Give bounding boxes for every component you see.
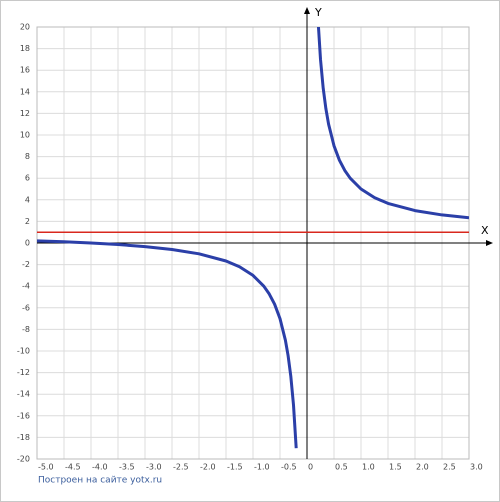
x-tick-label: 0 bbox=[308, 463, 313, 472]
x-axis-label: X bbox=[481, 224, 489, 237]
x-axis-arrow bbox=[486, 240, 493, 246]
x-tick-label: -2.0 bbox=[200, 463, 216, 472]
series-line bbox=[37, 27, 469, 449]
y-tick-label: 8 bbox=[25, 152, 30, 161]
y-tick-label: -16 bbox=[17, 411, 30, 420]
y-tick-label: 0 bbox=[25, 239, 30, 248]
y-tick-label: -8 bbox=[22, 325, 30, 334]
x-tick-label: 2.5 bbox=[443, 463, 456, 472]
y-tick-label: 18 bbox=[20, 44, 30, 53]
y-tick-label: -18 bbox=[17, 433, 30, 442]
x-tick-label: 0.5 bbox=[335, 463, 348, 472]
x-tick-label: 3.0 bbox=[470, 463, 483, 472]
y-tick-label: 10 bbox=[20, 131, 30, 140]
y-tick-label: 4 bbox=[25, 195, 30, 204]
y-tick-label: 12 bbox=[20, 109, 30, 118]
y-tick-label: 14 bbox=[20, 87, 30, 96]
y-tick-label: 16 bbox=[20, 66, 30, 75]
x-tick-label: -3.0 bbox=[146, 463, 162, 472]
footer: Построен на сайте yotx.ru bbox=[38, 476, 162, 486]
y-tick-label: 20 bbox=[20, 23, 30, 32]
y-axis-arrow bbox=[304, 7, 310, 14]
x-tick-label: -1.0 bbox=[254, 463, 270, 472]
x-tick-label: 2.0 bbox=[416, 463, 429, 472]
x-tick-label: -3.5 bbox=[119, 463, 135, 472]
x-tick-label: -5.0 bbox=[38, 463, 54, 472]
x-tick-label: -2.5 bbox=[173, 463, 189, 472]
x-tick-label: -0.5 bbox=[281, 463, 297, 472]
y-tick-label: 2 bbox=[25, 217, 30, 226]
x-tick-label: 1.0 bbox=[362, 463, 375, 472]
y-tick-label: -12 bbox=[17, 368, 30, 377]
x-tick-label: -1.5 bbox=[227, 463, 243, 472]
y-tick-label: -14 bbox=[17, 390, 30, 399]
y-tick-label: -6 bbox=[22, 303, 30, 312]
y-tick-label: -20 bbox=[17, 455, 30, 464]
x-tick-label: -4.0 bbox=[92, 463, 108, 472]
y-tick-label: 6 bbox=[25, 174, 30, 183]
x-tick-label: 1.5 bbox=[389, 463, 402, 472]
y-axis-label: Y bbox=[314, 6, 322, 19]
y-tick-label: -10 bbox=[17, 347, 30, 356]
y-tick-label: -4 bbox=[22, 282, 30, 291]
y-tick-label: -2 bbox=[22, 260, 30, 269]
x-tick-label: -4.5 bbox=[65, 463, 81, 472]
